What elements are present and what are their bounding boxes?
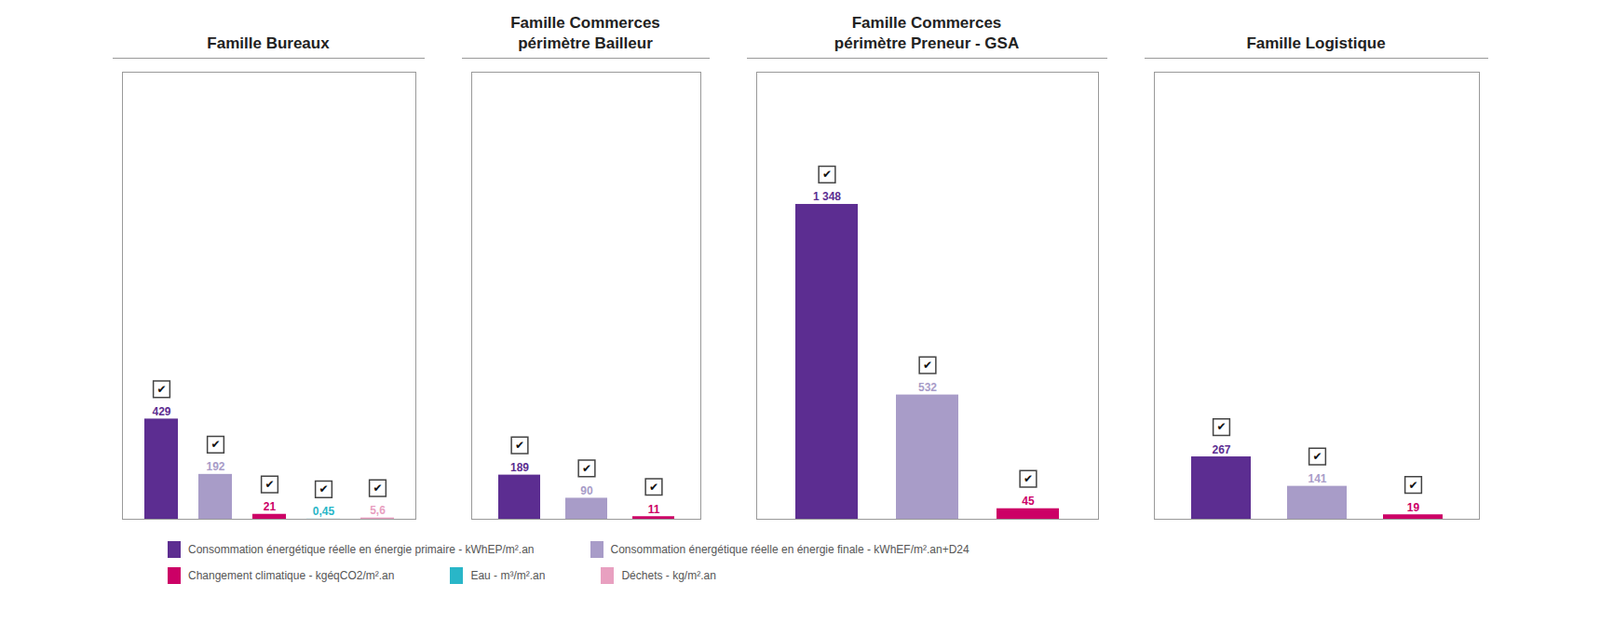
svg-text:5,6: 5,6 <box>369 503 386 517</box>
svg-text:19: 19 <box>1406 501 1420 515</box>
svg-text:45: 45 <box>1021 494 1035 508</box>
svg-text:267: 267 <box>1211 443 1231 457</box>
svg-text:✔: ✔ <box>210 437 220 451</box>
svg-text:✔: ✔ <box>581 461 591 475</box>
svg-text:✔: ✔ <box>1216 420 1226 434</box>
html-text:Déchets - kg/m².an: Déchets - kg/m².an <box>621 569 716 583</box>
svg-text:192: 192 <box>205 460 225 474</box>
html-text:Famille Bureaux: Famille Bureaux <box>207 34 330 53</box>
svg-text:✔: ✔ <box>821 167 831 181</box>
svg-text:141: 141 <box>1307 472 1327 486</box>
svg-text:429: 429 <box>151 405 171 419</box>
html-text:Famille Commerces périmètre Ba: Famille Commerces périmètre Bailleur <box>510 13 661 53</box>
svg-text:✔: ✔ <box>922 358 932 372</box>
svg-text:✔: ✔ <box>1408 478 1418 492</box>
svg-text:✔: ✔ <box>514 438 524 452</box>
svg-text:189: 189 <box>509 461 529 475</box>
svg-text:1 348: 1 348 <box>812 189 841 204</box>
html-text:Famille Commerces périmètre Pr: Famille Commerces périmètre Preneur - GS… <box>834 13 1020 53</box>
svg-text:✔: ✔ <box>648 480 658 494</box>
svg-text:0,45: 0,45 <box>311 504 335 518</box>
svg-text:532: 532 <box>917 380 936 394</box>
svg-text:11: 11 <box>647 502 660 516</box>
html-text:Consommation énergétique réell: Consommation énergétique réelle en énerg… <box>610 542 970 556</box>
html-text:Consommation énergétique réell: Consommation énergétique réelle en énerg… <box>188 542 535 556</box>
svg-text:✔: ✔ <box>1312 449 1322 463</box>
html-text:Eau - m³/m².an: Eau - m³/m².an <box>470 569 546 583</box>
svg-text:✔: ✔ <box>1022 472 1032 486</box>
svg-text:✔: ✔ <box>156 382 166 396</box>
svg-text:21: 21 <box>262 500 276 514</box>
svg-text:✔: ✔ <box>372 481 382 495</box>
html-text:Famille Logistique: Famille Logistique <box>1246 34 1386 53</box>
svg-text:✔: ✔ <box>318 482 328 496</box>
svg-text:90: 90 <box>580 484 594 498</box>
html-text:Changement climatique - kgéqCO: Changement climatique - kgéqCO2/m².an <box>188 569 395 583</box>
svg-text:✔: ✔ <box>264 477 274 491</box>
